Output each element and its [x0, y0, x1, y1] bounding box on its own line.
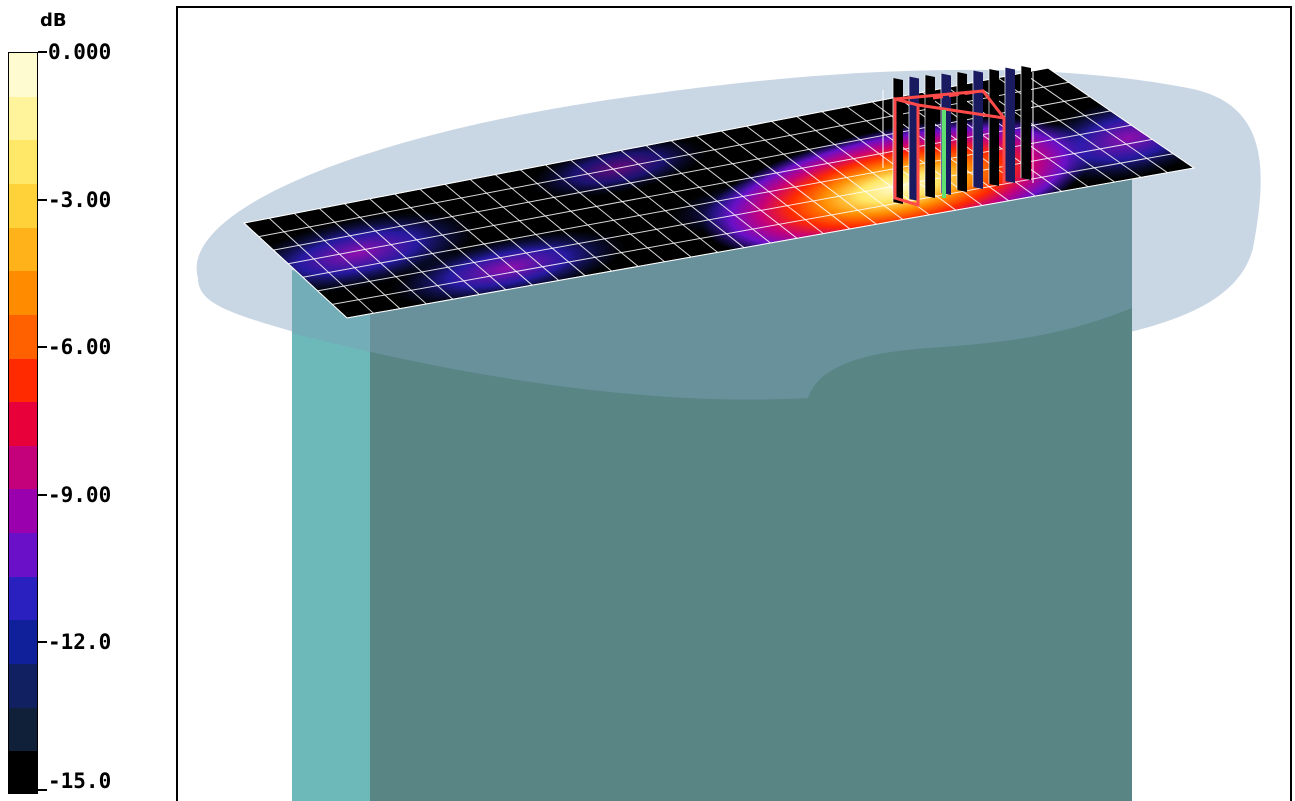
grid-line — [520, 169, 639, 267]
grid-line — [469, 179, 586, 277]
color-scale-legend: dB 0.000 -3.00 -6.00 -9.00 -12.0 -15.0 — [0, 0, 175, 801]
grid-line — [545, 164, 665, 263]
field-scene — [196, 66, 1261, 801]
legend-swatch — [9, 489, 37, 535]
legend-tick-label: -3.00 — [48, 187, 112, 212]
legend-swatch — [9, 707, 37, 753]
column-side-face — [292, 270, 370, 801]
legend-tick — [38, 51, 47, 53]
grid-line — [771, 120, 904, 220]
grid-line — [570, 159, 692, 258]
grid-line — [344, 203, 454, 300]
grid-line — [293, 212, 401, 309]
envelope-overlay — [292, 176, 1132, 400]
legend-swatch — [9, 358, 37, 404]
grid-line — [494, 174, 613, 272]
legend-tick — [38, 789, 47, 791]
grid-line — [444, 183, 560, 281]
grid-line — [394, 193, 507, 291]
grid-line — [695, 135, 824, 235]
legend-swatch — [9, 664, 37, 710]
antenna-fin — [1021, 66, 1031, 180]
column-front-face — [370, 176, 1132, 801]
grid-line — [645, 145, 771, 244]
legend-tick-label: -15.0 — [48, 769, 112, 793]
antenna-fin — [989, 69, 999, 186]
legend-swatch — [9, 271, 37, 317]
grid-line — [620, 149, 745, 249]
grid-line — [1022, 72, 1168, 174]
antenna-fin — [957, 72, 967, 192]
legend-swatch — [9, 314, 37, 360]
legend-tick — [38, 641, 47, 644]
antenna-fin — [1005, 67, 1015, 183]
legend-tick-label: 0.000 — [48, 40, 112, 64]
legend-tick — [38, 346, 47, 349]
legend-swatch — [9, 445, 37, 491]
legend-swatch — [9, 533, 37, 579]
legend-swatch — [9, 96, 37, 142]
legend-swatch — [9, 227, 37, 273]
antenna-fin — [925, 75, 935, 198]
grid-line — [721, 130, 851, 230]
grid-line — [670, 140, 798, 239]
grid-line — [268, 217, 374, 314]
legend-tick-label: -12.0 — [48, 630, 112, 655]
legend-tick — [38, 493, 47, 496]
legend-swatch — [9, 183, 37, 229]
antenna-structure — [882, 66, 1034, 208]
grid-line — [595, 154, 718, 253]
grid-line — [746, 125, 877, 225]
legend-swatch — [9, 620, 37, 666]
grid-line — [419, 188, 533, 286]
antenna-fin — [973, 70, 983, 189]
grid-line — [319, 208, 427, 305]
legend-swatch — [9, 53, 37, 98]
legend-tick-label: -6.00 — [48, 335, 112, 360]
legend-swatch — [9, 140, 37, 186]
grid-line — [947, 86, 1089, 188]
color-scale-bar — [8, 52, 38, 794]
legend-unit-label: dB — [40, 10, 67, 31]
legend-swatch — [9, 751, 37, 793]
grid-line — [369, 198, 480, 295]
grid-line — [273, 96, 1090, 251]
3d-viewport[interactable] — [176, 6, 1292, 801]
legend-tick-label: -9.00 — [48, 482, 112, 507]
legend-swatch — [9, 402, 37, 448]
grid-line — [796, 116, 930, 216]
legend-tick — [38, 198, 47, 201]
legend-swatch — [9, 576, 37, 622]
